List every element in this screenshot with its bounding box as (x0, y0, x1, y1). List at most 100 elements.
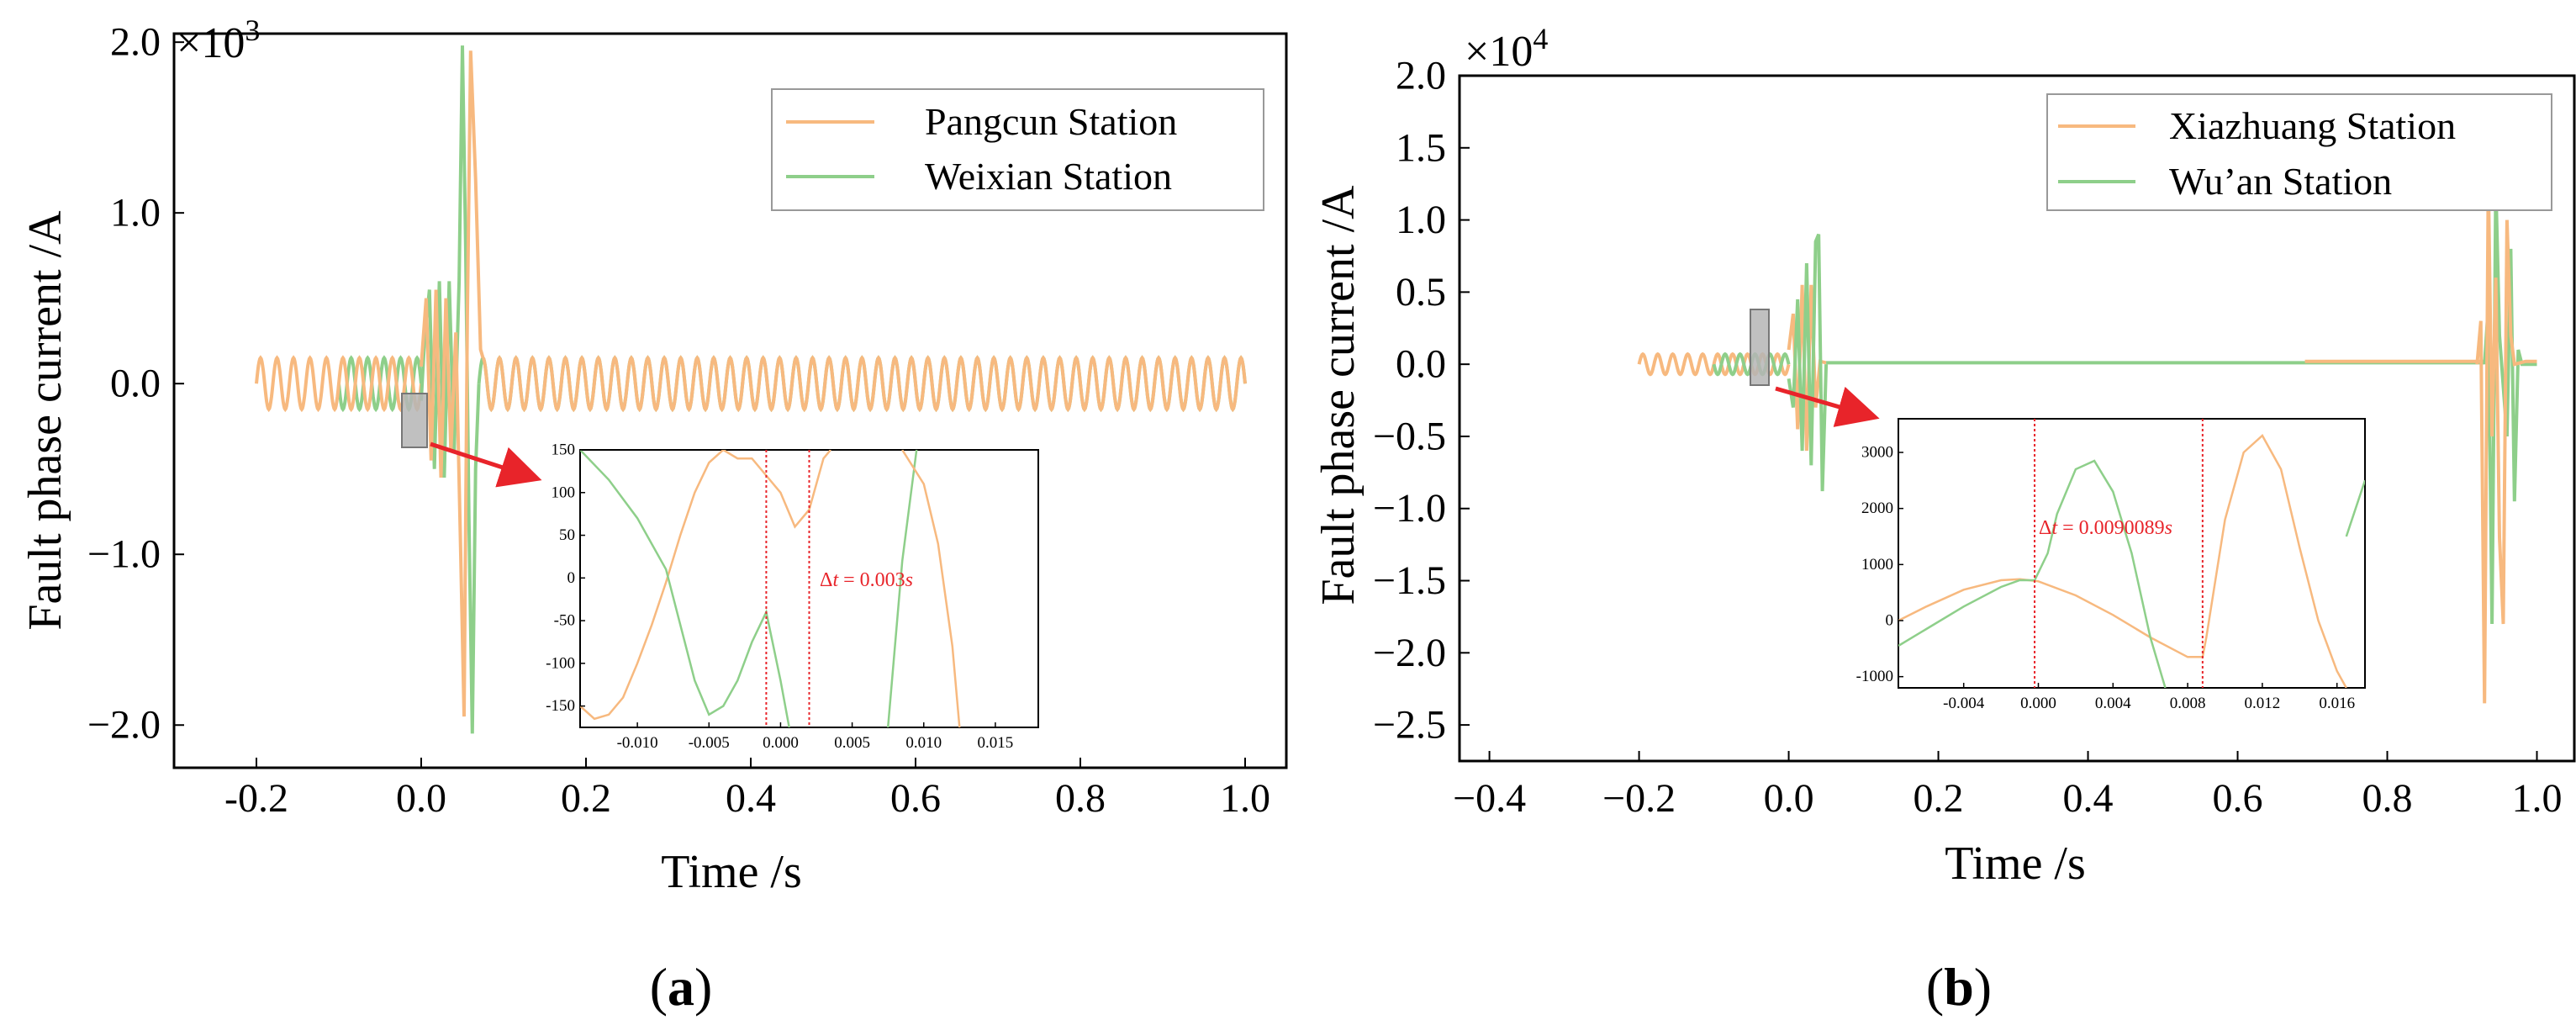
inset-b-y-tick-label: -1000 (1856, 668, 1893, 685)
axis-a-y-tick-label: 2.0 (110, 20, 161, 65)
inset-a-y-tick-label: 0 (567, 569, 576, 587)
legend-frame-a (771, 88, 1264, 211)
axis-b-x-tick-label: 0.6 (2213, 776, 2263, 821)
inset-a-x-tick-label: 0.000 (763, 734, 799, 752)
x-ticks-b: −0.4 −0.2 0.0 0.2 0.4 0.6 0.8 1.0 (1453, 751, 2563, 821)
axis-b-y-tick-label: 2.0 (1396, 54, 1446, 98)
inset-a: -0.010 -0.005 0.000 0.005 0.010 0.015 150 100 50… (546, 441, 1039, 753)
x-axis-title-a: Time /s (661, 846, 802, 898)
legend-a: Pangcun Station Weixian Station (771, 88, 1264, 211)
inset-plot-a (580, 450, 961, 727)
inset-b-y-tick-label: 1000 (1861, 556, 1893, 574)
inset-a-x-tick-label: -0.010 (617, 734, 658, 752)
inset-b-y-tick-label: 2000 (1861, 500, 1893, 517)
axis-a-y-tick-label: 1.0 (110, 191, 161, 235)
inset-b: -0.004 0.000 0.004 0.008 0.012 0.016 3000 2000 1… (1856, 418, 2366, 713)
y-ticks-a: 2.0 1.0 0.0 −1.0 −2.0 (87, 20, 184, 748)
axis-a-y-tick-label: −2.0 (87, 703, 161, 748)
axes-frame-a (172, 32, 1288, 769)
zoom-arrow-b (1775, 386, 1880, 427)
panel-b: −0.4 −0.2 0.0 0.2 0.4 0.6 0.8 1.0 2.0 1.5 1.0 0.5 0… (1312, 22, 2576, 890)
series-pangcun-pre (255, 355, 423, 413)
axis-a-x-tick-label: 1.0 (1220, 776, 1270, 821)
inset-a-x-tick-label: 0.005 (834, 734, 870, 752)
axis-a-x-tick-label: 0.4 (726, 776, 776, 821)
legend-frame-b (2046, 93, 2552, 211)
axes-frame-b (1458, 74, 2576, 763)
axis-a-x-tick-label: 0.6 (890, 776, 941, 821)
inset-b-x-tick-label: -0.004 (1943, 695, 1985, 712)
y-axis-title-a: Fault phase current /A (19, 210, 71, 631)
inset-b-y-tick-label: 3000 (1861, 444, 1893, 462)
series-pangcun-transient (420, 50, 485, 717)
inset-a-x-tick-label: -0.005 (689, 734, 730, 752)
legend-b: Xiazhuang Station Wu’an Station (2046, 93, 2552, 211)
inset-b-x-tick-label: 0.016 (2319, 695, 2355, 712)
inset-a-x-tick-label: 0.015 (978, 734, 1014, 752)
inset-a-y-tick-label: 150 (552, 441, 576, 459)
axis-b-x-tick-label: 0.4 (2063, 776, 2114, 821)
inset-a-lines (580, 450, 961, 727)
series-group-b (1637, 177, 2537, 704)
legend-label-weixian: Weixian Station (925, 155, 1172, 198)
x-axis-title-b: Time /s (1945, 838, 2086, 890)
y-multiplier-b: ×104 (1465, 22, 1548, 76)
inset-b-x-tick-label: 0.008 (2170, 695, 2206, 712)
panel-a: -0.2 0.0 0.2 0.4 0.6 0.8 1.0 2.0 1.0 0.0 −1.0 −2.0… (19, 13, 1288, 898)
inset-b-y-tick-label: 0 (1886, 612, 1894, 630)
legend-label-xiazhuang: Xiazhuang Station (2169, 104, 2456, 147)
inset-a-y-tick-label: 50 (559, 526, 575, 544)
axis-b-x-tick-label: 0.8 (2362, 776, 2413, 821)
axis-b-y-tick-label: −2.5 (1373, 703, 1446, 748)
y-axis-title-b: Fault phase current /A (1312, 185, 1365, 605)
inset-b-x-tick-label: 0.004 (2095, 695, 2131, 712)
inset-a-series-pangcun-station (901, 450, 961, 727)
y-multiplier-a: ×103 (177, 13, 260, 67)
axis-a-y-tick-label: −1.0 (87, 532, 161, 577)
axis-b-y-tick-label: 1.0 (1396, 198, 1446, 242)
axis-b-y-tick-label: 1.5 (1396, 125, 1446, 170)
zoom-arrow-a (430, 441, 542, 488)
panel-label-a: (a) (650, 957, 713, 1017)
axis-b-x-tick-label: −0.2 (1602, 776, 1676, 821)
axis-a-x-tick-label: 0.2 (561, 776, 611, 821)
inset-b-x-tick-label: 0.000 (2020, 695, 2056, 712)
series-pangcun-post (481, 355, 1247, 413)
series-wuan-late (2483, 183, 2537, 625)
inset-b-lines (1898, 434, 2365, 688)
inset-a-y-tick-label: -100 (546, 654, 575, 672)
axis-a-x-tick-label: -0.2 (224, 776, 288, 821)
axis-b-x-tick-label: −0.4 (1453, 776, 1526, 821)
axis-b-y-tick-label: 0.5 (1396, 270, 1446, 314)
inset-b-series-wu-an-station (2345, 479, 2365, 537)
axis-a-x-tick-label: 0.8 (1055, 776, 1106, 821)
inset-a-y-tick-label: -50 (554, 612, 575, 630)
y-ticks-b: 2.0 1.5 1.0 0.5 0.0 −0.5 −1.0 −1.5 −2.0 −2.5 (1373, 54, 1470, 748)
zoom-region-b (1750, 309, 1770, 386)
series-wuan-transient (1787, 233, 1829, 492)
axis-b-x-tick-label: 1.0 (2512, 776, 2563, 821)
legend-label-wuan: Wu’an Station (2169, 160, 2392, 203)
delta-t-annotation-b: Δt = 0.0090089s (2039, 517, 2172, 539)
axis-a-y-tick-label: 0.0 (110, 362, 161, 406)
inset-ticks-b: -0.004 0.000 0.004 0.008 0.012 0.016 3000 2000 1… (1856, 444, 2355, 713)
inset-a-series-weixian-station (886, 450, 918, 727)
inset-a-series-weixian-station (580, 450, 790, 727)
axis-b-y-tick-label: −1.5 (1373, 558, 1446, 603)
inset-a-y-tick-label: 100 (552, 484, 576, 501)
inset-b-series-xiazhuang-station (1898, 434, 2347, 688)
inset-a-x-tick-label: 0.010 (905, 734, 942, 752)
axis-b-y-tick-label: 0.0 (1396, 342, 1446, 387)
delta-t-annotation-a: Δt = 0.003s (820, 569, 913, 591)
panel-label-b: (b) (1926, 957, 1992, 1017)
axis-a-x-tick-label: 0.0 (396, 776, 446, 821)
series-xiazhuang-late (2475, 177, 2537, 704)
inset-a-series-pangcun-station (580, 450, 831, 721)
axis-b-y-tick-label: −1.0 (1373, 486, 1446, 531)
axis-b-y-tick-label: −0.5 (1373, 414, 1446, 458)
x-ticks-a: -0.2 0.0 0.2 0.4 0.6 0.8 1.0 (224, 758, 1270, 821)
axis-b-x-tick-label: 0.0 (1764, 776, 1814, 821)
inset-ticks-a: -0.010 -0.005 0.000 0.005 0.010 0.015 150 100 50… (546, 441, 1013, 753)
inset-a-y-tick-label: -150 (546, 697, 575, 715)
